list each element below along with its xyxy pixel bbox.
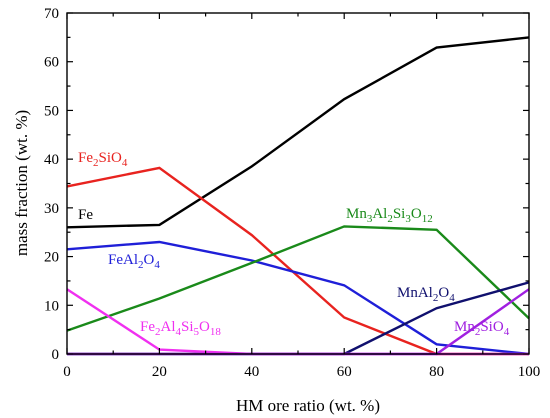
series-label-fe2al4si5o18: Fe2Al4Si5O18: [140, 319, 221, 338]
y-tick-label: 10: [44, 298, 59, 314]
x-axis-title: HM ore ratio (wt. %): [236, 396, 380, 415]
x-tick-label: 20: [152, 364, 167, 380]
y-tick-label: 70: [44, 6, 59, 22]
x-tick-label: 80: [429, 364, 444, 380]
series-label-mnal2o4: MnAl2O4: [397, 285, 455, 304]
x-tick-label: 100: [518, 364, 541, 380]
y-tick-label: 40: [44, 152, 59, 168]
y-tick-label: 20: [44, 250, 59, 266]
x-tick-label: 0: [63, 364, 71, 380]
series-line-mn3al2si3o12: [66, 225, 530, 332]
series-layer: [66, 36, 530, 356]
series-label-fe: Fe: [78, 207, 93, 223]
y-tick-label: 60: [44, 55, 59, 71]
y-axis-title: mass fraction (wt. %): [12, 110, 31, 256]
series-line-feal2o4: [66, 240, 530, 356]
series-labels: Fe Fe2SiO4 FeAl2O4 Mn3Al2Si3O12 MnAl2O4 Fe2Al…: [78, 150, 510, 338]
series-label-mn3al2si3o12: Mn3Al2Si3O12: [346, 206, 433, 225]
series-line-fe: [66, 36, 530, 229]
x-tick-label: 60: [337, 364, 352, 380]
axes-layer: 0 20 40 60 80 100 0 10 20 30 40 50 60 70: [44, 6, 540, 380]
y-tick-label: 0: [52, 347, 60, 363]
series-label-mn2sio4: Mn2SiO4: [454, 319, 510, 338]
series-label-fe2sio4: Fe2SiO4: [78, 150, 128, 169]
series-label-feal2o4: FeAl2O4: [108, 252, 160, 271]
y-tick-label: 30: [44, 201, 59, 217]
y-tick-label: 50: [44, 103, 59, 119]
x-tick-label: 40: [244, 364, 259, 380]
